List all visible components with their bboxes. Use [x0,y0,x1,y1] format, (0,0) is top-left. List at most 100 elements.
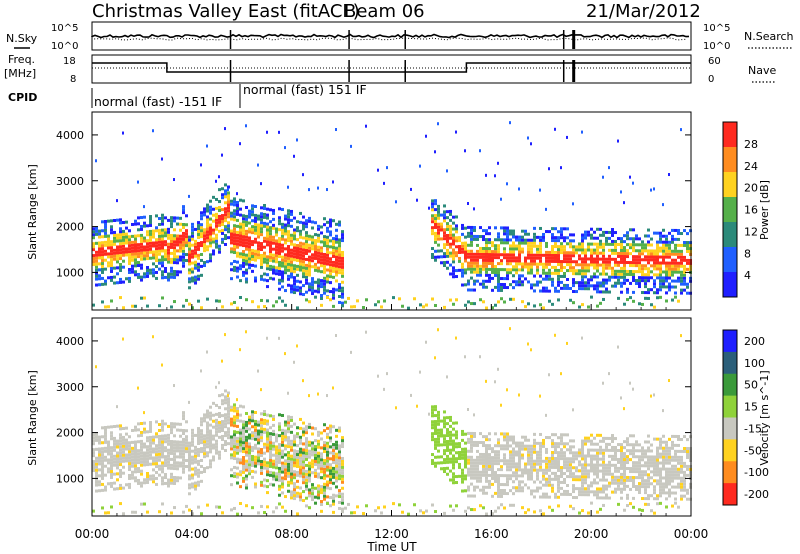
velocity-cell [437,431,440,435]
velocity-cell [209,447,212,451]
power-cell [251,225,254,229]
power-cell [242,220,245,224]
velocity-cell [158,434,161,438]
power-cell [563,274,566,278]
power-cell [683,273,686,277]
velocity-cell [548,456,551,460]
velocity-cell [263,421,266,425]
power-cell [458,256,461,260]
power-cell [215,218,218,222]
velocity-cell [251,460,254,464]
velocity-cell [341,477,344,481]
power-cell [239,228,242,232]
velocity-cell [173,461,176,465]
velocity-cell [269,470,272,474]
velocity-cell [584,463,587,467]
power-cell [569,257,572,261]
velocity-cell [227,418,230,422]
velocity-cell [281,476,284,480]
power-cell [251,243,254,247]
power-cell [524,241,527,245]
power-cell [602,245,605,249]
velocity-cell [206,454,209,458]
power-cell [686,267,689,271]
power-cell [572,281,575,285]
power-cell [320,294,323,298]
power-cell [560,286,563,290]
power-cell [578,269,581,273]
velocity-cell [128,485,131,489]
power-cell [236,260,239,264]
power-cell [302,275,305,279]
velocity-cell [116,451,119,455]
velocity-cell [152,335,154,339]
power-cell [254,216,257,220]
power-cell [680,249,683,253]
velocity-cell [266,470,269,474]
velocity-cell [197,505,200,509]
velocity-cell [443,443,446,447]
power-cell [113,281,116,285]
velocity-cell [584,466,587,470]
velocity-cell [509,327,511,331]
velocity-cell [581,484,584,488]
velocity-cell [488,444,491,448]
power-cell [338,283,341,287]
colorbar-swatch [723,247,737,273]
power-cell [443,216,446,220]
power-cell [608,260,611,264]
power-cell [635,237,638,241]
velocity-cell [494,453,497,457]
velocity-cell [227,436,230,440]
velocity-cell [227,427,230,431]
velocity-cell [584,469,587,473]
velocity-cell [182,458,185,462]
velocity-cell [509,503,512,507]
power-cell [272,217,275,221]
power-cell [296,220,299,224]
power-cell [503,229,506,233]
velocity-cell [512,480,515,484]
power-cell [107,252,110,256]
velocity-cell [341,462,344,466]
power-cell [248,212,251,216]
velocity-cell [152,438,155,442]
power-cell [299,292,302,296]
power-cell [473,252,476,256]
power-cell [602,242,605,246]
velocity-cell [224,431,227,435]
velocity-cell [458,442,461,446]
power-cell [620,281,623,285]
power-cell [251,210,254,214]
velocity-cell [317,487,320,491]
velocity-cell [254,410,257,414]
velocity-cell [311,459,314,463]
velocity-cell [518,468,521,472]
power-cell [143,248,146,252]
velocity-cell [170,448,173,452]
velocity-cell [149,462,152,466]
power-cell [191,267,194,271]
velocity-cell [296,455,299,459]
power-cell [257,229,260,233]
power-cell [464,244,467,248]
power-cell [443,255,446,259]
power-cell [101,229,104,233]
velocity-cell [536,468,539,472]
power-cell [596,290,599,294]
power-cell [431,205,434,209]
power-cell [674,279,677,283]
power-cell [203,249,206,253]
power-cell [491,264,494,268]
velocity-cell [332,446,335,450]
power-cell [587,257,590,261]
velocity-cell [179,476,182,480]
velocity-cell [560,454,563,458]
velocity-cell [548,436,551,440]
power-cell [194,248,197,252]
power-cell [548,289,551,293]
power-cell [290,266,293,270]
power-cell [260,259,263,263]
power-cell [572,245,575,249]
power-cell [512,297,515,301]
